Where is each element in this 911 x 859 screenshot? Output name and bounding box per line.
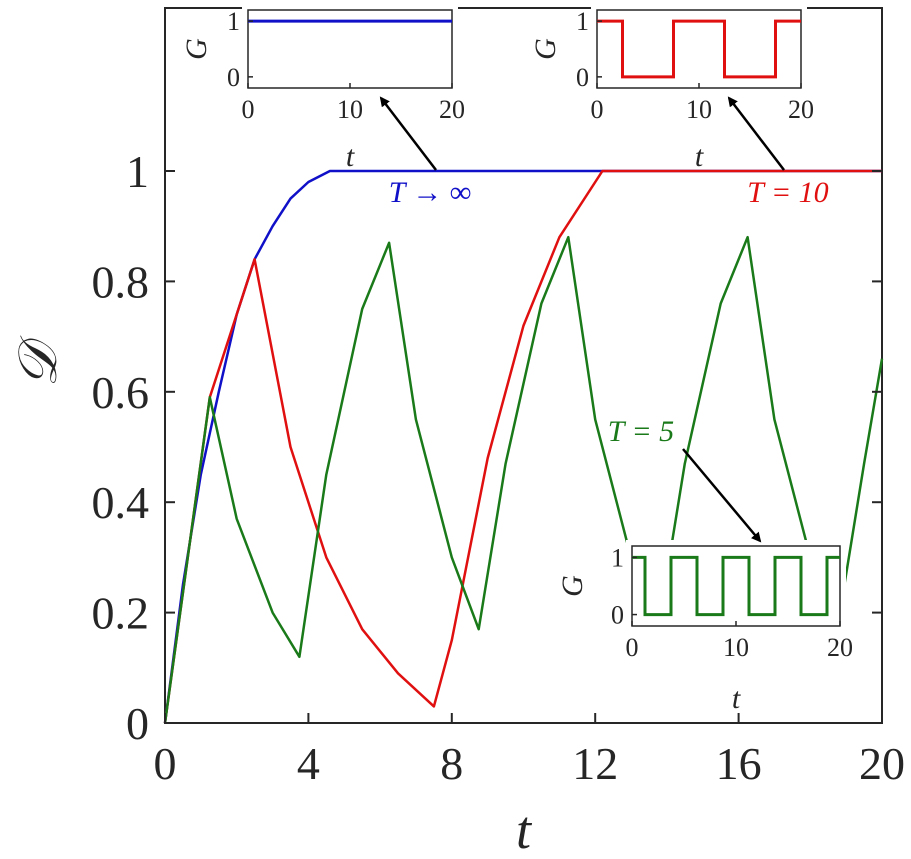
x-tick-label: 12 [572, 738, 618, 789]
inset-y-tick-label: 1 [227, 7, 240, 36]
annotation-label: T = 5 [608, 415, 674, 448]
inset-x-tick-label: 20 [439, 95, 465, 124]
y-tick-label: 0 [126, 698, 149, 749]
inset-x-tick-label: 0 [626, 633, 639, 662]
inset-x-tick-label: 20 [827, 633, 853, 662]
inset-background [242, 4, 458, 94]
y-tick-label: 1 [126, 146, 149, 197]
inset-y-axis-label: G [529, 38, 562, 60]
inset-background [591, 4, 807, 94]
inset-x-axis-label: t [732, 682, 741, 715]
annotation-label: T = 10 [747, 176, 828, 209]
inset-y-tick-label: 0 [576, 63, 589, 92]
inset-series-line [597, 19, 801, 79]
inset-x-axis-label: t [695, 140, 704, 173]
inset-x-tick-label: 10 [686, 95, 712, 124]
inset-red-plot: 0 10 20 0 1 t G [529, 4, 814, 173]
inset-blue-plot: 0 10 20 0 1 t G [180, 4, 465, 173]
inset-x-tick-label: 0 [591, 95, 604, 124]
main-plot: 0 4 8 12 16 20 0 0.2 0.4 0.6 0.8 1 t 𝒟 [8, 7, 905, 859]
inset-series-line [632, 555, 840, 617]
annotation-label: T → ∞ [389, 176, 472, 209]
y-tick-label: 0.8 [92, 256, 150, 307]
x-tick-label: 20 [859, 738, 905, 789]
y-tick-label: 0.4 [92, 477, 150, 528]
annotation-arrow [379, 96, 437, 171]
inset-y-tick-label: 0 [227, 63, 240, 92]
inset-x-tick-label: 10 [337, 95, 363, 124]
annotation-arrow [682, 448, 762, 543]
x-axis-label: t [516, 800, 533, 859]
inset-x-tick-label: 20 [788, 95, 814, 124]
x-tick-label: 8 [440, 738, 463, 789]
inset-x-tick-label: 10 [723, 633, 749, 662]
inset-y-tick-label: 1 [611, 543, 624, 572]
inset-y-tick-label: 1 [576, 7, 589, 36]
inset-background [626, 540, 846, 632]
y-tick-label: 0.6 [92, 367, 150, 418]
series-line-2 [163, 235, 884, 724]
inset-y-axis-label: G [556, 575, 589, 597]
x-tick-label: 16 [716, 738, 762, 789]
inset-x-tick-label: 0 [242, 95, 255, 124]
inset-x-axis-label: t [346, 140, 355, 173]
x-tick-label: 4 [297, 738, 320, 789]
annotation-arrow [727, 96, 785, 171]
series-line-0 [163, 169, 882, 724]
annotations: T → ∞ T = 10 T = 5 [379, 96, 829, 543]
y-tick-label: 0.2 [92, 588, 150, 639]
series-line-1 [163, 169, 882, 724]
x-tick-label: 0 [154, 738, 177, 789]
y-axis-label: 𝒟 [8, 336, 68, 388]
inset-y-tick-label: 0 [611, 601, 624, 630]
inset-y-axis-label: G [180, 38, 213, 60]
inset-green-plot: 0 10 20 0 1 t G [556, 540, 853, 715]
